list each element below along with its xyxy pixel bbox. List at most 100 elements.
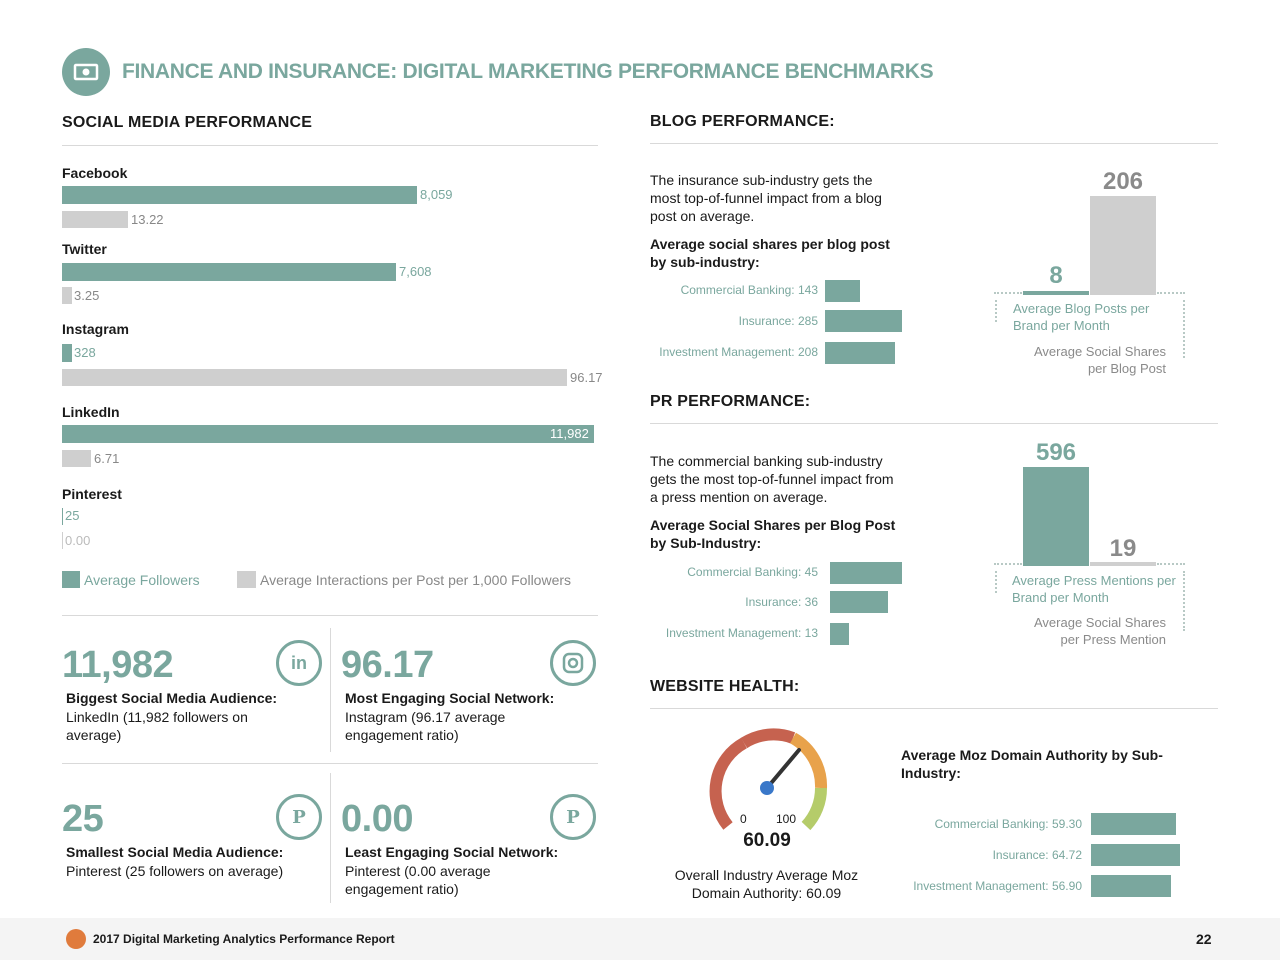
stat-description: Instagram (96.17 average engagement rati…: [345, 709, 506, 743]
blog-bar-left-value: 8: [1049, 262, 1063, 289]
followers-bar: [62, 186, 417, 204]
header-icon-circle: [62, 48, 110, 96]
divider: [650, 143, 1218, 144]
moz-row-bar: [1091, 844, 1180, 866]
interactions-value: 13.22: [131, 212, 164, 227]
pr-bar-right-label: Average Social Shares per Press Mention: [1033, 615, 1166, 647]
pr-subhead: Average Social Shares per Blog Post by S…: [650, 517, 896, 551]
gauge-caption: Overall Industry Average Moz Domain Auth…: [674, 867, 859, 901]
followers-bar: [62, 263, 396, 281]
legend-swatch-interactions: [237, 571, 256, 588]
pr-bar-left-label: Average Press Mentions per Brand per Mon…: [1012, 573, 1176, 605]
followers-bar: [62, 425, 594, 443]
money-icon: [73, 63, 99, 81]
divider: [62, 615, 598, 616]
stat-value: 11,982: [62, 644, 174, 686]
moz-gauge: [709, 728, 828, 831]
followers-bar: [62, 344, 72, 362]
stat-heading: Biggest Social Media Audience:: [66, 690, 278, 706]
divider: [62, 145, 598, 146]
gauge-max: 100: [776, 812, 797, 826]
followers-value: 328: [74, 345, 96, 360]
interactions-value: 3.25: [74, 288, 100, 303]
dotted-line: [994, 563, 1022, 565]
interactions-value: 96.17: [570, 370, 603, 385]
interactions-value: 0.00: [65, 533, 91, 548]
followers-value: 11,982: [550, 426, 589, 441]
blog-row-label: Commercial Banking: 143: [680, 283, 818, 297]
pr-bar-right-value: 19: [1109, 535, 1137, 562]
blog-text: The insurance sub-industry gets the most…: [650, 172, 882, 224]
interactions-bar: [62, 369, 567, 386]
divider: [62, 763, 598, 764]
pr-row-label: Commercial Banking: 45: [687, 565, 818, 579]
blog-bar-left: [1023, 291, 1089, 295]
page-title: FINANCE AND INSURANCE: DIGITAL MARKETING…: [122, 60, 934, 83]
stat-value: 25: [62, 798, 104, 840]
moz-row-label: Investment Management: 56.90: [913, 879, 1082, 893]
moz-row-label: Insurance: 64.72: [992, 848, 1082, 862]
legend-interactions: Average Interactions per Post per 1,000 …: [260, 572, 572, 588]
network-label: Instagram: [62, 321, 129, 337]
dotted-line: [995, 300, 997, 322]
interactions-bar: [62, 532, 63, 549]
blog-row-label: Investment Management: 208: [659, 345, 818, 359]
followers-bar: [62, 508, 63, 525]
blog-bar-right-label: Average Social Shares per Blog Post: [1033, 344, 1166, 376]
stat-description: Pinterest (0.00 average engagement ratio…: [345, 863, 491, 897]
moz-row-label: Commercial Banking: 59.30: [934, 817, 1082, 831]
pr-row-label: Insurance: 36: [745, 595, 818, 609]
network-label: Pinterest: [62, 486, 122, 502]
pr-bar-left: [1023, 467, 1089, 566]
moz-row-bar: [1091, 813, 1176, 835]
moz-title: Average Moz Domain Authority by Sub-Indu…: [901, 747, 1163, 781]
footer-report-title: 2017 Digital Marketing Analytics Perform…: [93, 932, 395, 946]
linkedin-icon: in: [276, 640, 322, 686]
footer-bar: [0, 918, 1280, 960]
website-section-title: WEBSITE HEALTH:: [650, 678, 800, 695]
gauge-min: 0: [740, 812, 747, 826]
blog-bar-right: [1090, 196, 1156, 295]
pr-row-bar: [830, 562, 902, 584]
pinterest-icon: P: [550, 794, 596, 840]
dotted-line: [1183, 300, 1185, 358]
pr-bar-left-value: 596: [1035, 439, 1077, 466]
stats-vertical-divider: [330, 773, 331, 903]
stat-heading: Most Engaging Social Network:: [345, 690, 555, 706]
instagram-icon: [550, 640, 596, 686]
stat-heading: Least Engaging Social Network:: [345, 844, 559, 860]
gauge-value: 60.09: [743, 830, 791, 851]
blog-bar-left-label: Average Blog Posts per Brand per Month: [1013, 301, 1150, 333]
blog-row-bar: [825, 280, 860, 302]
blog-section-title: BLOG PERFORMANCE:: [650, 113, 835, 130]
network-label: Twitter: [62, 241, 107, 257]
legend-followers: Average Followers: [84, 572, 200, 588]
fox-logo-icon: [66, 929, 86, 949]
interactions-bar: [62, 211, 128, 228]
dotted-line: [1183, 571, 1185, 631]
interactions-bar: [62, 287, 72, 304]
blog-row-bar: [825, 310, 902, 332]
pr-section-title: PR PERFORMANCE:: [650, 393, 811, 410]
moz-row-bar: [1091, 875, 1171, 897]
network-label: Facebook: [62, 165, 128, 181]
pr-row-bar: [830, 591, 888, 613]
stat-description: LinkedIn (11,982 followers on average): [66, 709, 248, 743]
dotted-line: [1157, 292, 1185, 294]
network-label: LinkedIn: [62, 404, 120, 420]
followers-value: 7,608: [399, 264, 432, 279]
dotted-line: [994, 292, 1022, 294]
blog-row-label: Insurance: 285: [738, 314, 818, 328]
stat-value: 0.00: [341, 798, 413, 840]
stat-description: Pinterest (25 followers on average): [66, 863, 284, 879]
blog-subhead: Average social shares per blog post by s…: [650, 236, 890, 270]
pr-row-bar: [830, 623, 849, 645]
interactions-bar: [62, 450, 91, 467]
page-number: 22: [1196, 931, 1212, 947]
blog-row-bar: [825, 342, 895, 364]
followers-value: 8,059: [420, 187, 453, 202]
interactions-value: 6.71: [94, 451, 120, 466]
stat-value: 96.17: [341, 644, 434, 686]
pr-text: The commercial banking sub-industry gets…: [650, 453, 894, 505]
stat-heading: Smallest Social Media Audience:: [66, 844, 284, 860]
